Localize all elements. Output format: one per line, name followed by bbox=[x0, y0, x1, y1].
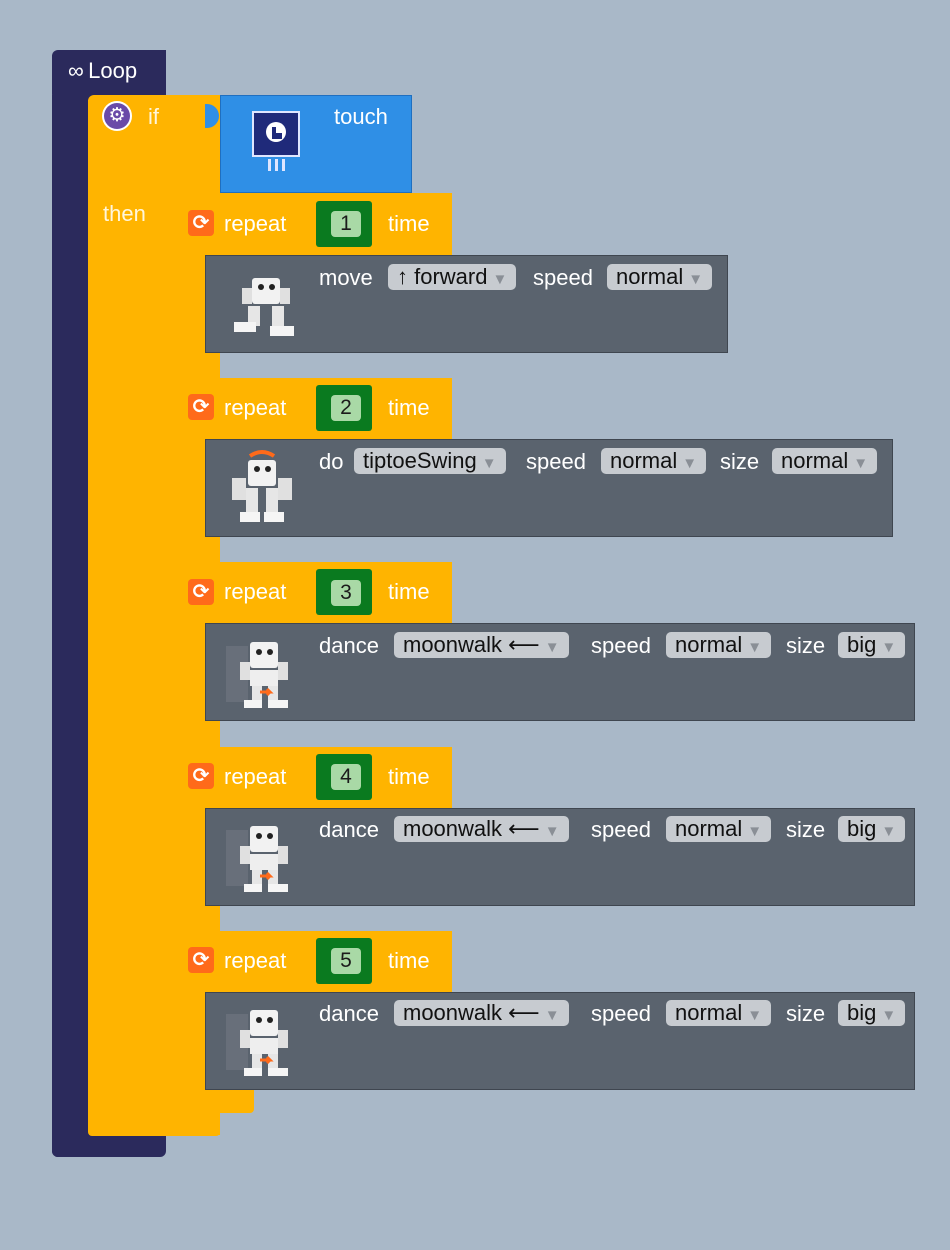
repeat-count-2[interactable]: 2 bbox=[331, 395, 361, 421]
gear-icon[interactable]: ⚙ bbox=[104, 103, 130, 129]
speed-dropdown[interactable]: normal ▼ bbox=[607, 264, 713, 290]
size-value: normal bbox=[781, 448, 849, 473]
move-value: tiptoeSwing bbox=[363, 448, 477, 473]
size-dropdown[interactable]: big ▼ bbox=[838, 1000, 906, 1026]
do-label: do bbox=[319, 449, 344, 474]
chevron-down-icon: ▼ bbox=[747, 823, 763, 840]
chevron-down-icon: ▼ bbox=[688, 271, 704, 288]
speed-label: speed bbox=[591, 1001, 651, 1026]
if-input-notch bbox=[205, 104, 219, 128]
dance-dropdown[interactable]: moonwalk ⟵ ▼ bbox=[394, 632, 569, 658]
dance-label: dance bbox=[319, 633, 379, 658]
robot-moonwalk-icon bbox=[226, 1010, 288, 1076]
repeat-block-5[interactable] bbox=[170, 931, 452, 992]
size-label: size bbox=[720, 449, 760, 474]
dance-value: moonwalk ⟵ bbox=[403, 816, 540, 841]
speed-label: speed bbox=[526, 449, 586, 474]
repeat-count-1[interactable]: 1 bbox=[331, 211, 361, 237]
speed-dropdown[interactable]: normal ▼ bbox=[666, 1000, 772, 1026]
repeat-icon: ⟳ bbox=[188, 947, 214, 973]
dance-label: dance bbox=[319, 1001, 379, 1026]
speed-value: normal bbox=[675, 816, 743, 841]
speed-value: normal bbox=[675, 1000, 743, 1025]
chevron-down-icon: ▼ bbox=[481, 455, 497, 472]
robot-moonwalk-icon bbox=[226, 826, 288, 892]
size-dropdown[interactable]: normal ▼ bbox=[772, 448, 878, 474]
chevron-down-icon: ▼ bbox=[881, 823, 897, 840]
touch-sensor-icon bbox=[252, 111, 300, 171]
size-value: big bbox=[847, 1000, 877, 1025]
move-label: move bbox=[319, 265, 373, 290]
size-value: big bbox=[847, 632, 877, 657]
size-label: size bbox=[786, 633, 826, 658]
dance-value: moonwalk ⟵ bbox=[403, 632, 540, 657]
repeat-icon: ⟳ bbox=[188, 210, 214, 236]
robot-walk-icon bbox=[234, 278, 294, 336]
touch-label: touch bbox=[334, 104, 388, 129]
if-label: if bbox=[148, 104, 159, 129]
repeat-label: repeat bbox=[224, 211, 287, 236]
speed-dropdown[interactable]: normal ▼ bbox=[601, 448, 707, 474]
speed-dropdown[interactable]: normal ▼ bbox=[666, 632, 772, 658]
repeat-count-5[interactable]: 5 bbox=[331, 948, 361, 974]
robot-tiptoe-icon bbox=[232, 450, 292, 522]
infinity-icon: ∞ bbox=[68, 58, 84, 83]
repeat-count-3[interactable]: 3 bbox=[331, 580, 361, 606]
loop-body-bar bbox=[52, 95, 88, 1157]
repeat-icon: ⟳ bbox=[188, 763, 214, 789]
speed-label: speed bbox=[533, 265, 593, 290]
chevron-down-icon: ▼ bbox=[747, 1007, 763, 1024]
repeat-5-footer bbox=[170, 1090, 254, 1113]
speed-label: speed bbox=[591, 817, 651, 842]
loop-label: Loop bbox=[88, 58, 138, 83]
repeat-block-4[interactable] bbox=[170, 747, 452, 808]
repeat-count-4[interactable]: 4 bbox=[331, 764, 361, 790]
repeat-label: repeat bbox=[224, 764, 287, 789]
time-label: time bbox=[388, 211, 430, 236]
repeat-block-1[interactable] bbox=[170, 193, 452, 255]
repeat-block-2[interactable] bbox=[170, 378, 452, 439]
loop-block[interactable] bbox=[52, 50, 166, 100]
loop-header: ∞ Loop bbox=[68, 58, 137, 84]
chevron-down-icon: ▼ bbox=[544, 823, 560, 840]
if-bottom-arm bbox=[88, 1110, 220, 1136]
size-label: size bbox=[786, 1001, 826, 1026]
speed-label: speed bbox=[591, 633, 651, 658]
chevron-down-icon: ▼ bbox=[747, 639, 763, 656]
repeat-icon: ⟳ bbox=[188, 394, 214, 420]
size-dropdown[interactable]: big ▼ bbox=[838, 632, 906, 658]
repeat-label: repeat bbox=[224, 579, 287, 604]
size-dropdown[interactable]: big ▼ bbox=[838, 816, 906, 842]
chevron-down-icon: ▼ bbox=[853, 455, 869, 472]
time-label: time bbox=[388, 764, 430, 789]
time-label: time bbox=[388, 395, 430, 420]
robot-moonwalk-icon bbox=[226, 642, 288, 708]
speed-dropdown[interactable]: normal ▼ bbox=[666, 816, 772, 842]
chevron-down-icon: ▼ bbox=[492, 271, 508, 288]
speed-value: normal bbox=[616, 264, 684, 289]
dance-label: dance bbox=[319, 817, 379, 842]
move-dropdown[interactable]: tiptoeSwing ▼ bbox=[354, 448, 506, 474]
chevron-down-icon: ▼ bbox=[682, 455, 698, 472]
repeat-label: repeat bbox=[224, 948, 287, 973]
repeat-block-3[interactable] bbox=[170, 562, 452, 623]
speed-value: normal bbox=[675, 632, 743, 657]
size-value: big bbox=[847, 816, 877, 841]
direction-value: ↑ forward bbox=[397, 264, 488, 289]
time-label: time bbox=[388, 579, 430, 604]
chevron-down-icon: ▼ bbox=[544, 639, 560, 656]
chevron-down-icon: ▼ bbox=[544, 1007, 560, 1024]
chevron-down-icon: ▼ bbox=[881, 1007, 897, 1024]
dance-value: moonwalk ⟵ bbox=[403, 1000, 540, 1025]
repeat-icon: ⟳ bbox=[188, 579, 214, 605]
then-label: then bbox=[103, 201, 146, 226]
dance-dropdown[interactable]: moonwalk ⟵ ▼ bbox=[394, 1000, 569, 1026]
chevron-down-icon: ▼ bbox=[881, 639, 897, 656]
dance-dropdown[interactable]: moonwalk ⟵ ▼ bbox=[394, 816, 569, 842]
size-label: size bbox=[786, 817, 826, 842]
speed-value: normal bbox=[610, 448, 678, 473]
repeat-label: repeat bbox=[224, 395, 287, 420]
time-label: time bbox=[388, 948, 430, 973]
direction-dropdown[interactable]: ↑ forward ▼ bbox=[388, 264, 517, 290]
